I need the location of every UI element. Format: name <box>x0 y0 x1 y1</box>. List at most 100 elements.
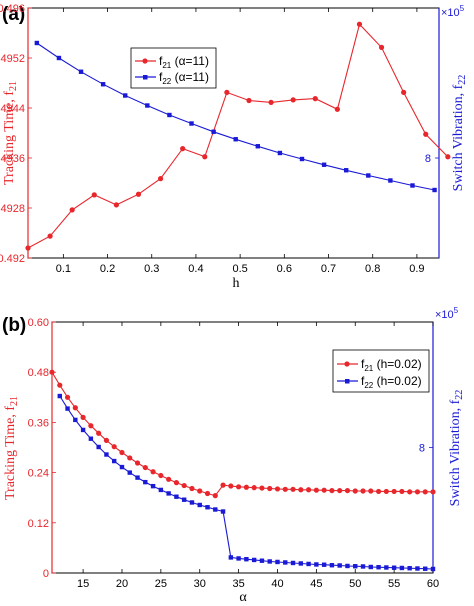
panel-b-data-point-f22 <box>251 557 257 563</box>
panel-b-ticks: 15 20 25 30 35 40 45 50 55 60 0 0.12 0.24 0.36 0.48 0.6… <box>28 317 440 590</box>
panel-b-data-point-f21 <box>243 484 249 490</box>
legend-label-f21: f21 (α=11) <box>159 54 209 70</box>
panel-a-data-point-f21 <box>113 202 119 208</box>
panel-a-data-point-f22 <box>233 137 238 142</box>
legend-label-f21: f21 (h=0.02) <box>361 357 422 373</box>
panel-a-data-point-f21 <box>334 106 340 112</box>
panel-b-x-tick-label: 40 <box>271 578 283 590</box>
panel-b-x-axis-label: α <box>239 590 247 605</box>
panel-b-data-point-f21 <box>166 476 172 482</box>
panel-b-data-point-f22 <box>384 565 389 570</box>
panel-b-series <box>49 369 436 572</box>
panel-b-data-point-f21 <box>391 488 397 495</box>
panel-b-data-point-f21 <box>142 464 148 471</box>
panel-a-data-point-f22 <box>34 40 40 46</box>
panel-b-data-point-f21 <box>103 437 110 443</box>
panel-b-data-point-f22 <box>80 427 86 433</box>
panel-a-data-point-f22 <box>56 55 62 61</box>
panel-a-legend: f21 (α=11) f22 (α=11) <box>130 47 217 89</box>
panel-b-data-point-f22 <box>127 470 132 475</box>
panel-a-ticks: 0.1 0.2 0.3 0.4 0.5 0.6 0.7 0.8 0.9 0.492 0.4928 0.… <box>0 3 439 275</box>
panel-b-data-point-f22 <box>244 556 249 562</box>
panel-b-data-point-f21 <box>399 488 405 495</box>
panel-b-left-tick-label: 0.60 <box>28 317 49 329</box>
panel-b-data-point-f22 <box>407 566 412 571</box>
panel-a-data-point-f21 <box>246 97 252 104</box>
panel-b-data-point-f22 <box>65 406 70 411</box>
panel-b-data-point-f22 <box>119 464 125 470</box>
panel-a-data-point-f22 <box>432 187 437 193</box>
panel-a-left-tick-label: 0.4936 <box>0 153 25 165</box>
panel-a-data-point-f21 <box>25 245 31 251</box>
panel-a-data-point-f21 <box>180 146 186 152</box>
panel-a-left-tick-label: 0.4952 <box>0 53 25 65</box>
panel-b-data-point-f22 <box>368 564 373 570</box>
panel-b-data-point-f22 <box>345 563 350 569</box>
panel-b-data-point-f21 <box>134 460 141 466</box>
panel-b-data-point-f22 <box>197 502 202 508</box>
panel-b-right-multiplier: ×105 <box>435 306 459 321</box>
panel-b-left-tick-label: 0.48 <box>28 367 49 379</box>
panel-b-data-point-f21 <box>119 449 125 456</box>
legend-label-f22: f22 (h=0.02) <box>361 374 422 390</box>
panel-b-label: (b) <box>2 315 26 336</box>
panel-b-data-point-f21 <box>383 488 389 495</box>
panel-b-data-point-f22 <box>391 565 397 570</box>
panel-a-data-point-f21 <box>423 131 429 137</box>
panel-b-data-point-f21 <box>407 489 413 495</box>
panel-b-x-tick-label: 60 <box>427 578 439 590</box>
panel-b-x-tick-label: 20 <box>116 578 128 590</box>
panel-b-data-point-f22 <box>376 565 381 570</box>
panel-b-data-point-f22 <box>135 475 140 480</box>
panel-a-data-point-f21 <box>224 89 230 95</box>
panel-b-x-tick-label: 15 <box>77 578 89 590</box>
panel-b-data-point-f21 <box>344 487 351 494</box>
panel-b-x-tick-label: 35 <box>232 578 244 590</box>
panel-b-data-point-f21 <box>57 382 63 388</box>
panel-a-data-point-f21 <box>69 207 75 213</box>
panel-a-data-point-f22 <box>189 121 194 126</box>
panel-a-data-point-f22 <box>321 162 327 167</box>
panel-a-data-point-f21 <box>356 21 363 27</box>
panel-a-data-point-f22 <box>410 183 415 188</box>
panel-b-left-axis-label: Tracking Time, f21 <box>3 396 20 500</box>
panel-b-data-point-f22 <box>314 562 319 567</box>
panel-b-data-point-f21 <box>111 444 117 450</box>
panel-a-x-tick-label: 0.7 <box>321 263 336 275</box>
panel-a-legend-box <box>130 47 217 89</box>
panel-b-data-point-f21 <box>72 405 78 411</box>
panel-b-data-point-f22 <box>88 436 94 441</box>
panel-a-right-multiplier: ×105 <box>441 4 465 19</box>
panel-a-series <box>25 21 451 251</box>
panel-a-right-tick-label: 8 <box>425 153 431 165</box>
panel-a-data-point-f21 <box>47 233 53 239</box>
legend-label-f22: f22 (α=11) <box>159 70 209 86</box>
panel-b-data-point-f22 <box>399 565 405 571</box>
panel-a-data-point-f21 <box>401 89 407 95</box>
panel-b-data-point-f22 <box>236 556 241 561</box>
panel-b-x-tick-label: 55 <box>388 578 400 590</box>
panel-b-data-point-f21 <box>212 493 218 499</box>
panel-b: (b) 15 20 25 30 35 40 45 50 55 60 0 0.12 0.24 0.36 0.4… <box>2 306 465 605</box>
panel-b-x-tick-label: 50 <box>349 578 361 590</box>
panel-b-legend-box <box>332 349 430 393</box>
panel-b-left-tick-label: 0 <box>43 568 49 580</box>
panel-b-data-point-f21 <box>375 488 382 495</box>
panel-b-data-point-f22 <box>298 561 304 566</box>
panel-a-data-point-f21 <box>91 192 97 198</box>
panel-b-data-point-f22 <box>213 507 218 512</box>
panel-b-data-point-f22 <box>415 566 420 571</box>
panel-a-left-tick-label: 0.492 <box>0 253 25 265</box>
panel-a-data-point-f21 <box>290 97 296 103</box>
panel-b-data-point-f21 <box>360 488 366 494</box>
panel-b-data-point-f22 <box>337 563 342 568</box>
panel-b-data-point-f21 <box>290 486 296 492</box>
panel-b-data-point-f22 <box>166 491 171 496</box>
panel-a-data-point-f22 <box>366 173 371 178</box>
panel-b-data-point-f21 <box>49 369 55 375</box>
panel-a-x-tick-label: 0.5 <box>232 263 247 275</box>
panel-b-left-tick-label: 0.24 <box>28 468 49 480</box>
panel-b-data-point-f21 <box>368 488 374 494</box>
panel-a-data-point-f22 <box>388 178 393 183</box>
panel-b-data-point-f21 <box>282 486 288 492</box>
